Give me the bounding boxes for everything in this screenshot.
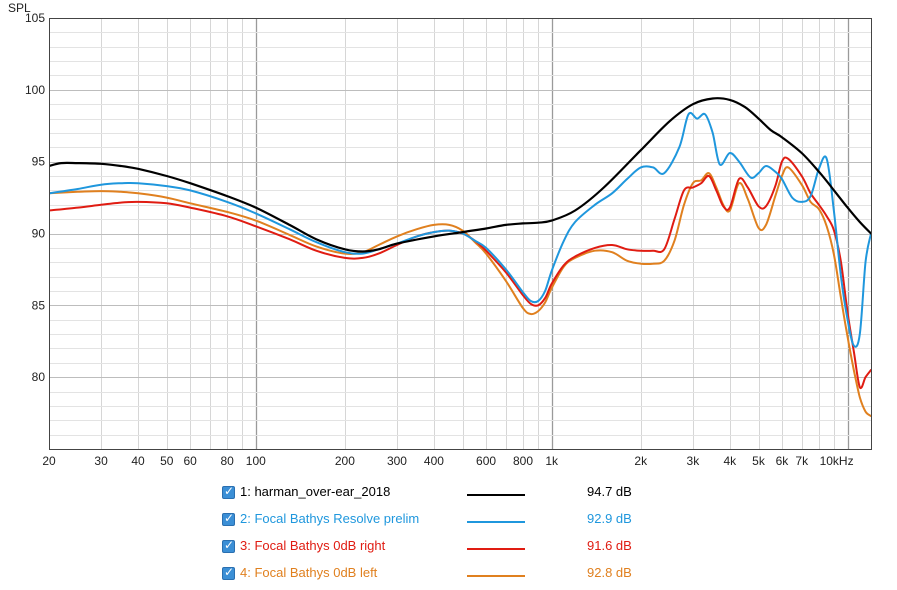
x-tick-label: 2k	[634, 454, 648, 468]
legend-swatch	[467, 521, 525, 523]
x-tick-label: 3k	[687, 454, 701, 468]
legend-average: 91.6 dB	[587, 538, 632, 553]
legend-item: 4: Focal Bathys 0dB left 92.8 dB	[222, 565, 652, 587]
x-tick-label: 7k	[795, 454, 809, 468]
x-tick-label: 10kHz	[820, 454, 854, 468]
legend-item: 2: Focal Bathys Resolve prelim 92.9 dB	[222, 511, 652, 533]
legend-label: 2: Focal Bathys Resolve prelim	[240, 511, 420, 526]
series-lines	[49, 97, 872, 417]
x-tick-label: 20	[42, 454, 56, 468]
series-4-checkbox[interactable]	[222, 565, 235, 580]
legend-swatch	[467, 494, 525, 496]
x-tick-label: 400	[424, 454, 444, 468]
series-line-3	[49, 156, 872, 390]
x-tick-label: 6k	[776, 454, 790, 468]
x-tick-label: 200	[335, 454, 355, 468]
x-tick-label: 50	[160, 454, 174, 468]
x-tick-label: 5k	[752, 454, 766, 468]
plot-area-border	[49, 18, 872, 450]
y-tick-label: 85	[32, 298, 46, 312]
legend-swatch	[467, 575, 525, 577]
y-tick-label: 105	[25, 11, 45, 25]
x-tick-label: 1k	[545, 454, 559, 468]
series-line-4	[49, 166, 872, 417]
y-axis-ticks: 80 85 90 95 100 105	[25, 11, 45, 384]
legend-average: 92.8 dB	[587, 565, 632, 580]
x-tick-label: 80	[220, 454, 234, 468]
series-1-checkbox[interactable]	[222, 484, 235, 499]
series-line-1	[49, 97, 872, 253]
x-tick-label: 800	[513, 454, 533, 468]
x-tick-label: 600	[476, 454, 496, 468]
x-tick-label: 100	[246, 454, 266, 468]
x-tick-label: 60	[183, 454, 197, 468]
legend-item: 3: Focal Bathys 0dB right 91.6 dB	[222, 538, 652, 560]
legend-average: 92.9 dB	[587, 511, 632, 526]
legend-average: 94.7 dB	[587, 484, 632, 499]
y-axis-label: SPL	[8, 1, 31, 15]
legend-label: 3: Focal Bathys 0dB right	[240, 538, 386, 553]
legend-label: 4: Focal Bathys 0dB left	[240, 565, 378, 580]
y-tick-label: 90	[32, 227, 46, 241]
y-tick-label: 95	[32, 155, 46, 169]
x-tick-label: 300	[387, 454, 407, 468]
y-tick-label: 100	[25, 83, 45, 97]
x-axis-ticks: 20 30 40 50 60 80 100 200 300 400 600 800 1k 2k 3k 4k 5k…	[42, 454, 853, 468]
y-tick-label: 80	[32, 370, 46, 384]
legend-item: 1: harman_over-ear_2018 94.7 dB	[222, 484, 652, 506]
series-3-checkbox[interactable]	[222, 538, 235, 553]
series-2-checkbox[interactable]	[222, 511, 235, 526]
series-line-2	[49, 111, 872, 348]
x-tick-label: 4k	[723, 454, 737, 468]
x-tick-label: 30	[94, 454, 108, 468]
legend-swatch	[467, 548, 525, 550]
x-tick-label: 40	[131, 454, 145, 468]
legend-label: 1: harman_over-ear_2018	[240, 484, 391, 499]
